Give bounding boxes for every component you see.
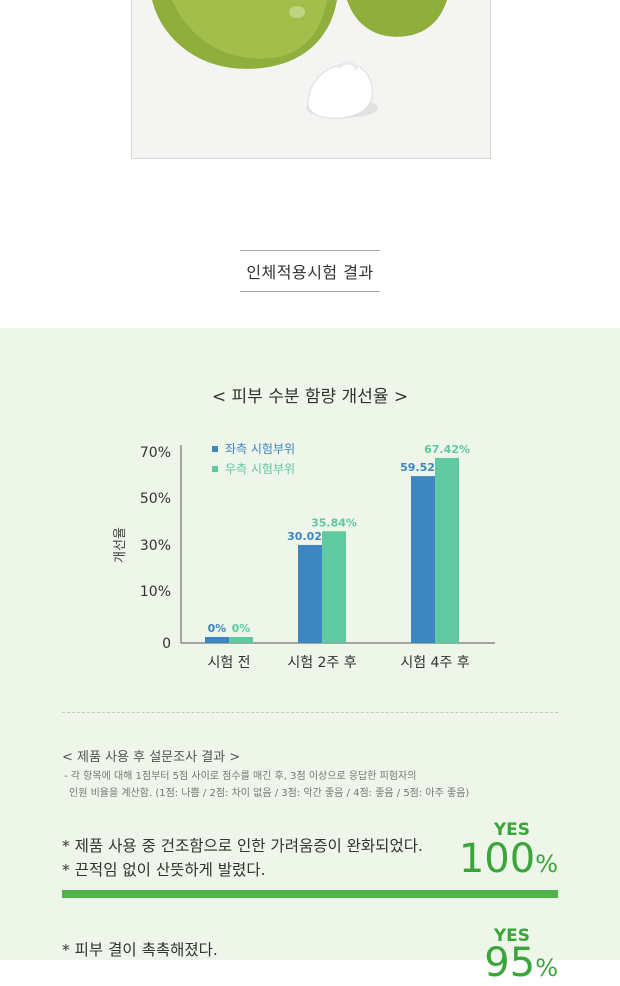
bar xyxy=(411,476,435,643)
survey-item: * 제품 사용 중 건조함으로 인한 가려움증이 완화되었다. * 끈적임 없이… xyxy=(62,820,558,900)
x-tick-label: 시험 4주 후 xyxy=(400,655,469,671)
product-image xyxy=(132,0,447,119)
data-label: 35.84% xyxy=(311,516,357,529)
data-label: 0% xyxy=(208,622,227,635)
x-tick-label: 시험 2주 후 xyxy=(287,655,356,671)
bar xyxy=(205,637,229,643)
y-tick-label: 30% xyxy=(140,538,171,554)
improvement-bar-chart: 0 10% 30% 50% 70% 개선율 0% 0% 시험 전 30.02%35.84% 시험 2… xyxy=(113,442,495,671)
survey-percent-unit: % xyxy=(535,850,558,878)
survey-note-line-1: - 각 항목에 대해 1점부터 5점 사이로 점수를 매긴 후, 3점 이상으로… xyxy=(64,771,417,782)
chart-title: < 피부 수분 함량 개선율 > xyxy=(211,387,409,407)
yes-label: YES xyxy=(493,926,530,946)
data-label: 30.02% xyxy=(287,530,333,543)
survey-question: * 끈적임 없이 산뜻하게 발렸다. xyxy=(62,861,266,879)
data-label: 67.42% xyxy=(424,443,470,456)
bar xyxy=(229,637,253,643)
y-axis-label: 개선율 xyxy=(113,527,128,563)
yes-label: YES xyxy=(493,820,530,840)
data-label: 0% xyxy=(232,622,251,635)
survey-percent: 100% xyxy=(459,836,558,882)
survey-percent-unit: % xyxy=(535,954,558,982)
legend-swatch xyxy=(212,446,218,452)
legend-label: 좌측 시험부위 xyxy=(225,442,295,456)
survey-percent-value: 100 xyxy=(458,836,536,882)
results-panel xyxy=(0,328,620,960)
survey-item: * 피부 결이 촉촉해졌다. YES 95% xyxy=(62,926,558,986)
legend-swatch xyxy=(212,466,218,472)
survey-result-bar xyxy=(62,890,558,898)
divider xyxy=(62,712,558,713)
y-tick-label: 10% xyxy=(140,584,171,600)
legend-label: 우측 시험부위 xyxy=(225,462,295,476)
survey-question: * 제품 사용 중 건조함으로 인한 가려움증이 완화되었다. xyxy=(62,837,423,855)
y-tick-label: 50% xyxy=(140,491,171,507)
survey-percent: 95% xyxy=(484,940,558,986)
survey-note-line-2: 인원 비율을 계산함. (1점: 나쁨 / 2점: 차이 없음 / 3점: 악간… xyxy=(69,788,470,799)
y-tick-label: 70% xyxy=(140,445,171,461)
product-photo xyxy=(131,0,491,159)
bar xyxy=(435,457,459,643)
survey-note: - 각 항목에 대해 1점부터 5점 사이로 점수를 매긴 후, 3점 이상으로… xyxy=(64,768,564,802)
survey-question: * 피부 결이 촉촉해졌다. xyxy=(62,941,218,959)
data-label: 59.52% xyxy=(400,461,446,474)
survey-percent-value: 95 xyxy=(484,940,536,986)
y-tick-label: 0 xyxy=(162,636,171,652)
x-tick-label: 시험 전 xyxy=(207,655,250,671)
bar xyxy=(298,544,322,643)
section-title: 인체적용시험 결과 xyxy=(240,250,380,292)
bar xyxy=(322,531,346,643)
survey-title: < 제품 사용 후 설문조사 결과 > xyxy=(62,750,241,765)
